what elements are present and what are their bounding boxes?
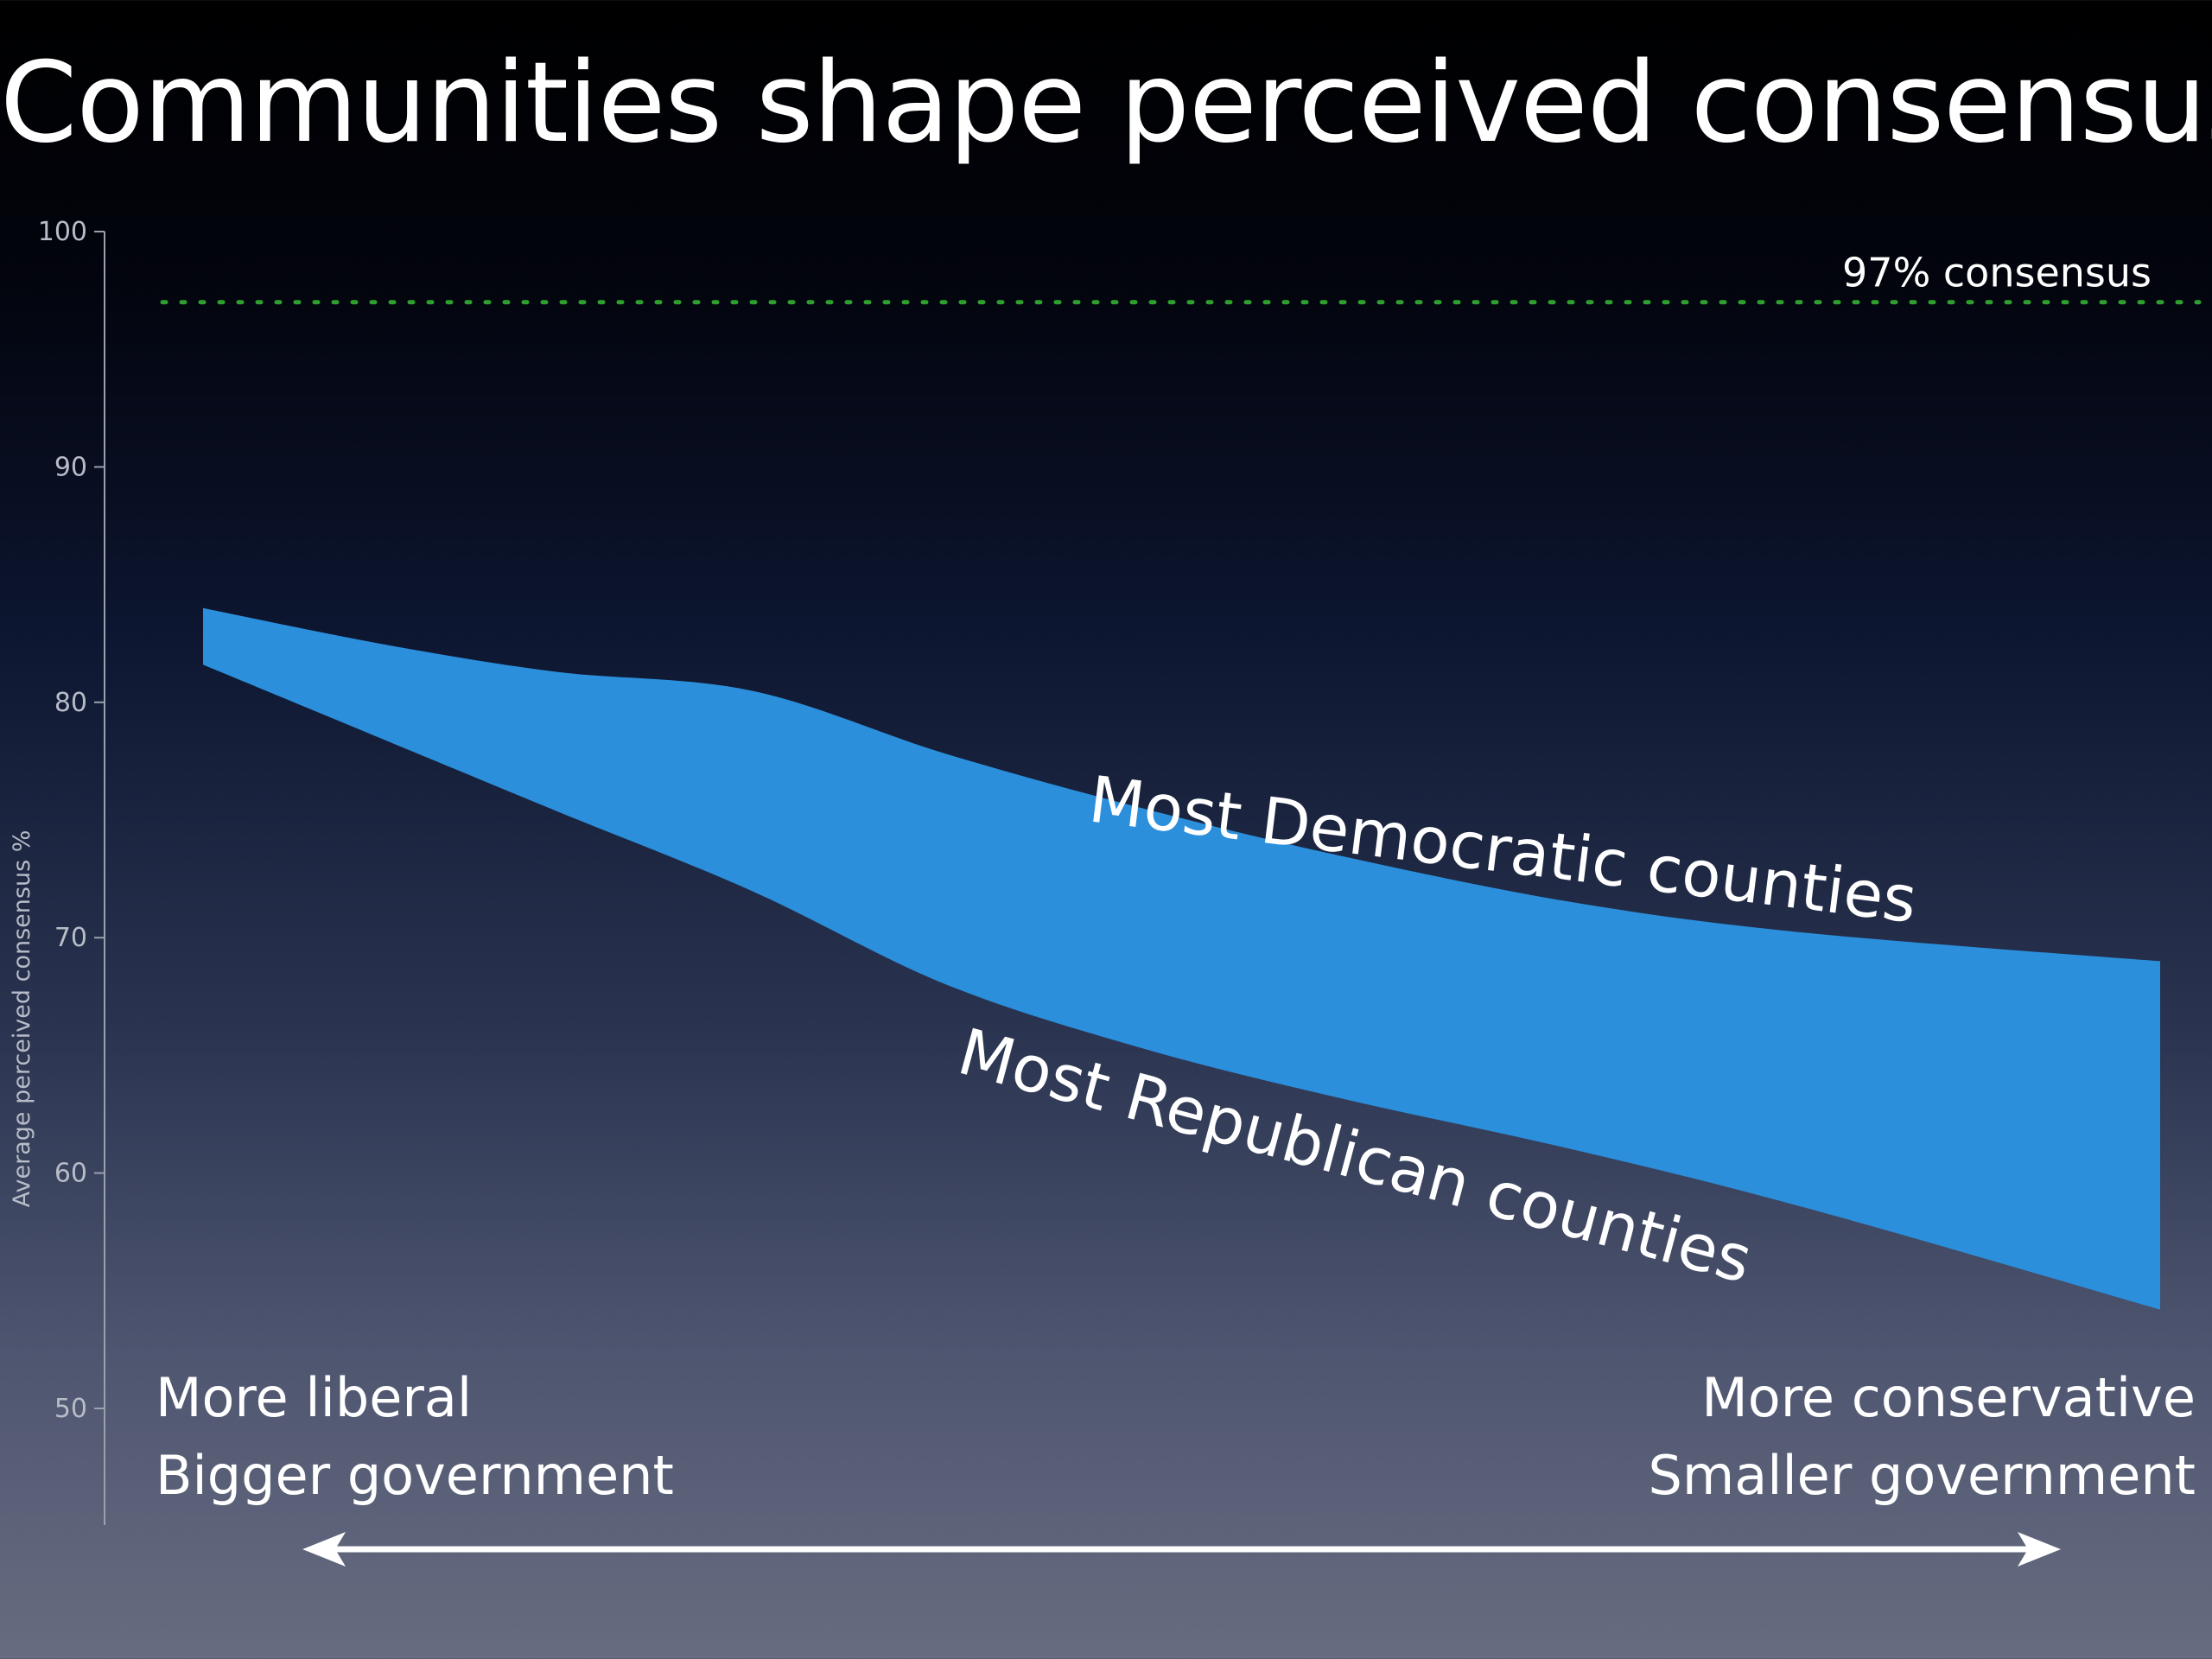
y-tick-label: 60 bbox=[54, 1159, 87, 1189]
y-tick-label: 100 bbox=[38, 217, 87, 247]
y-axis-label: Average perceived consensus % bbox=[9, 830, 35, 1208]
reference-line-group: 97% consensus bbox=[160, 250, 2202, 305]
x-annotation-right: More conservative Smaller government bbox=[1648, 1359, 2196, 1515]
band-group bbox=[203, 607, 2160, 1310]
y-tick-label: 80 bbox=[54, 688, 87, 718]
arrow-head-left bbox=[302, 1532, 346, 1567]
page-title: Communities shape perceived consensus bbox=[0, 39, 2212, 168]
consensus-band bbox=[203, 607, 2160, 1310]
reference-line-label: 97% consensus bbox=[1842, 250, 2152, 296]
arrow-head-right bbox=[2018, 1532, 2061, 1567]
x-annotation-left-line1: More liberal bbox=[156, 1366, 473, 1429]
x-annotation-left: More liberal Bigger government bbox=[156, 1359, 674, 1515]
x-annotation-right-line2: Smaller government bbox=[1648, 1444, 2196, 1507]
x-axis-arrow bbox=[302, 1532, 2061, 1567]
y-axis: 100 90 80 70 60 50 Average perceived consensus… bbox=[9, 217, 105, 1525]
y-tick-label: 90 bbox=[54, 452, 87, 482]
x-annotation-left-line2: Bigger government bbox=[156, 1444, 674, 1507]
y-tick-label: 50 bbox=[54, 1394, 87, 1424]
y-tick-label: 70 bbox=[54, 923, 87, 953]
x-annotation-right-line1: More conservative bbox=[1701, 1366, 2196, 1429]
